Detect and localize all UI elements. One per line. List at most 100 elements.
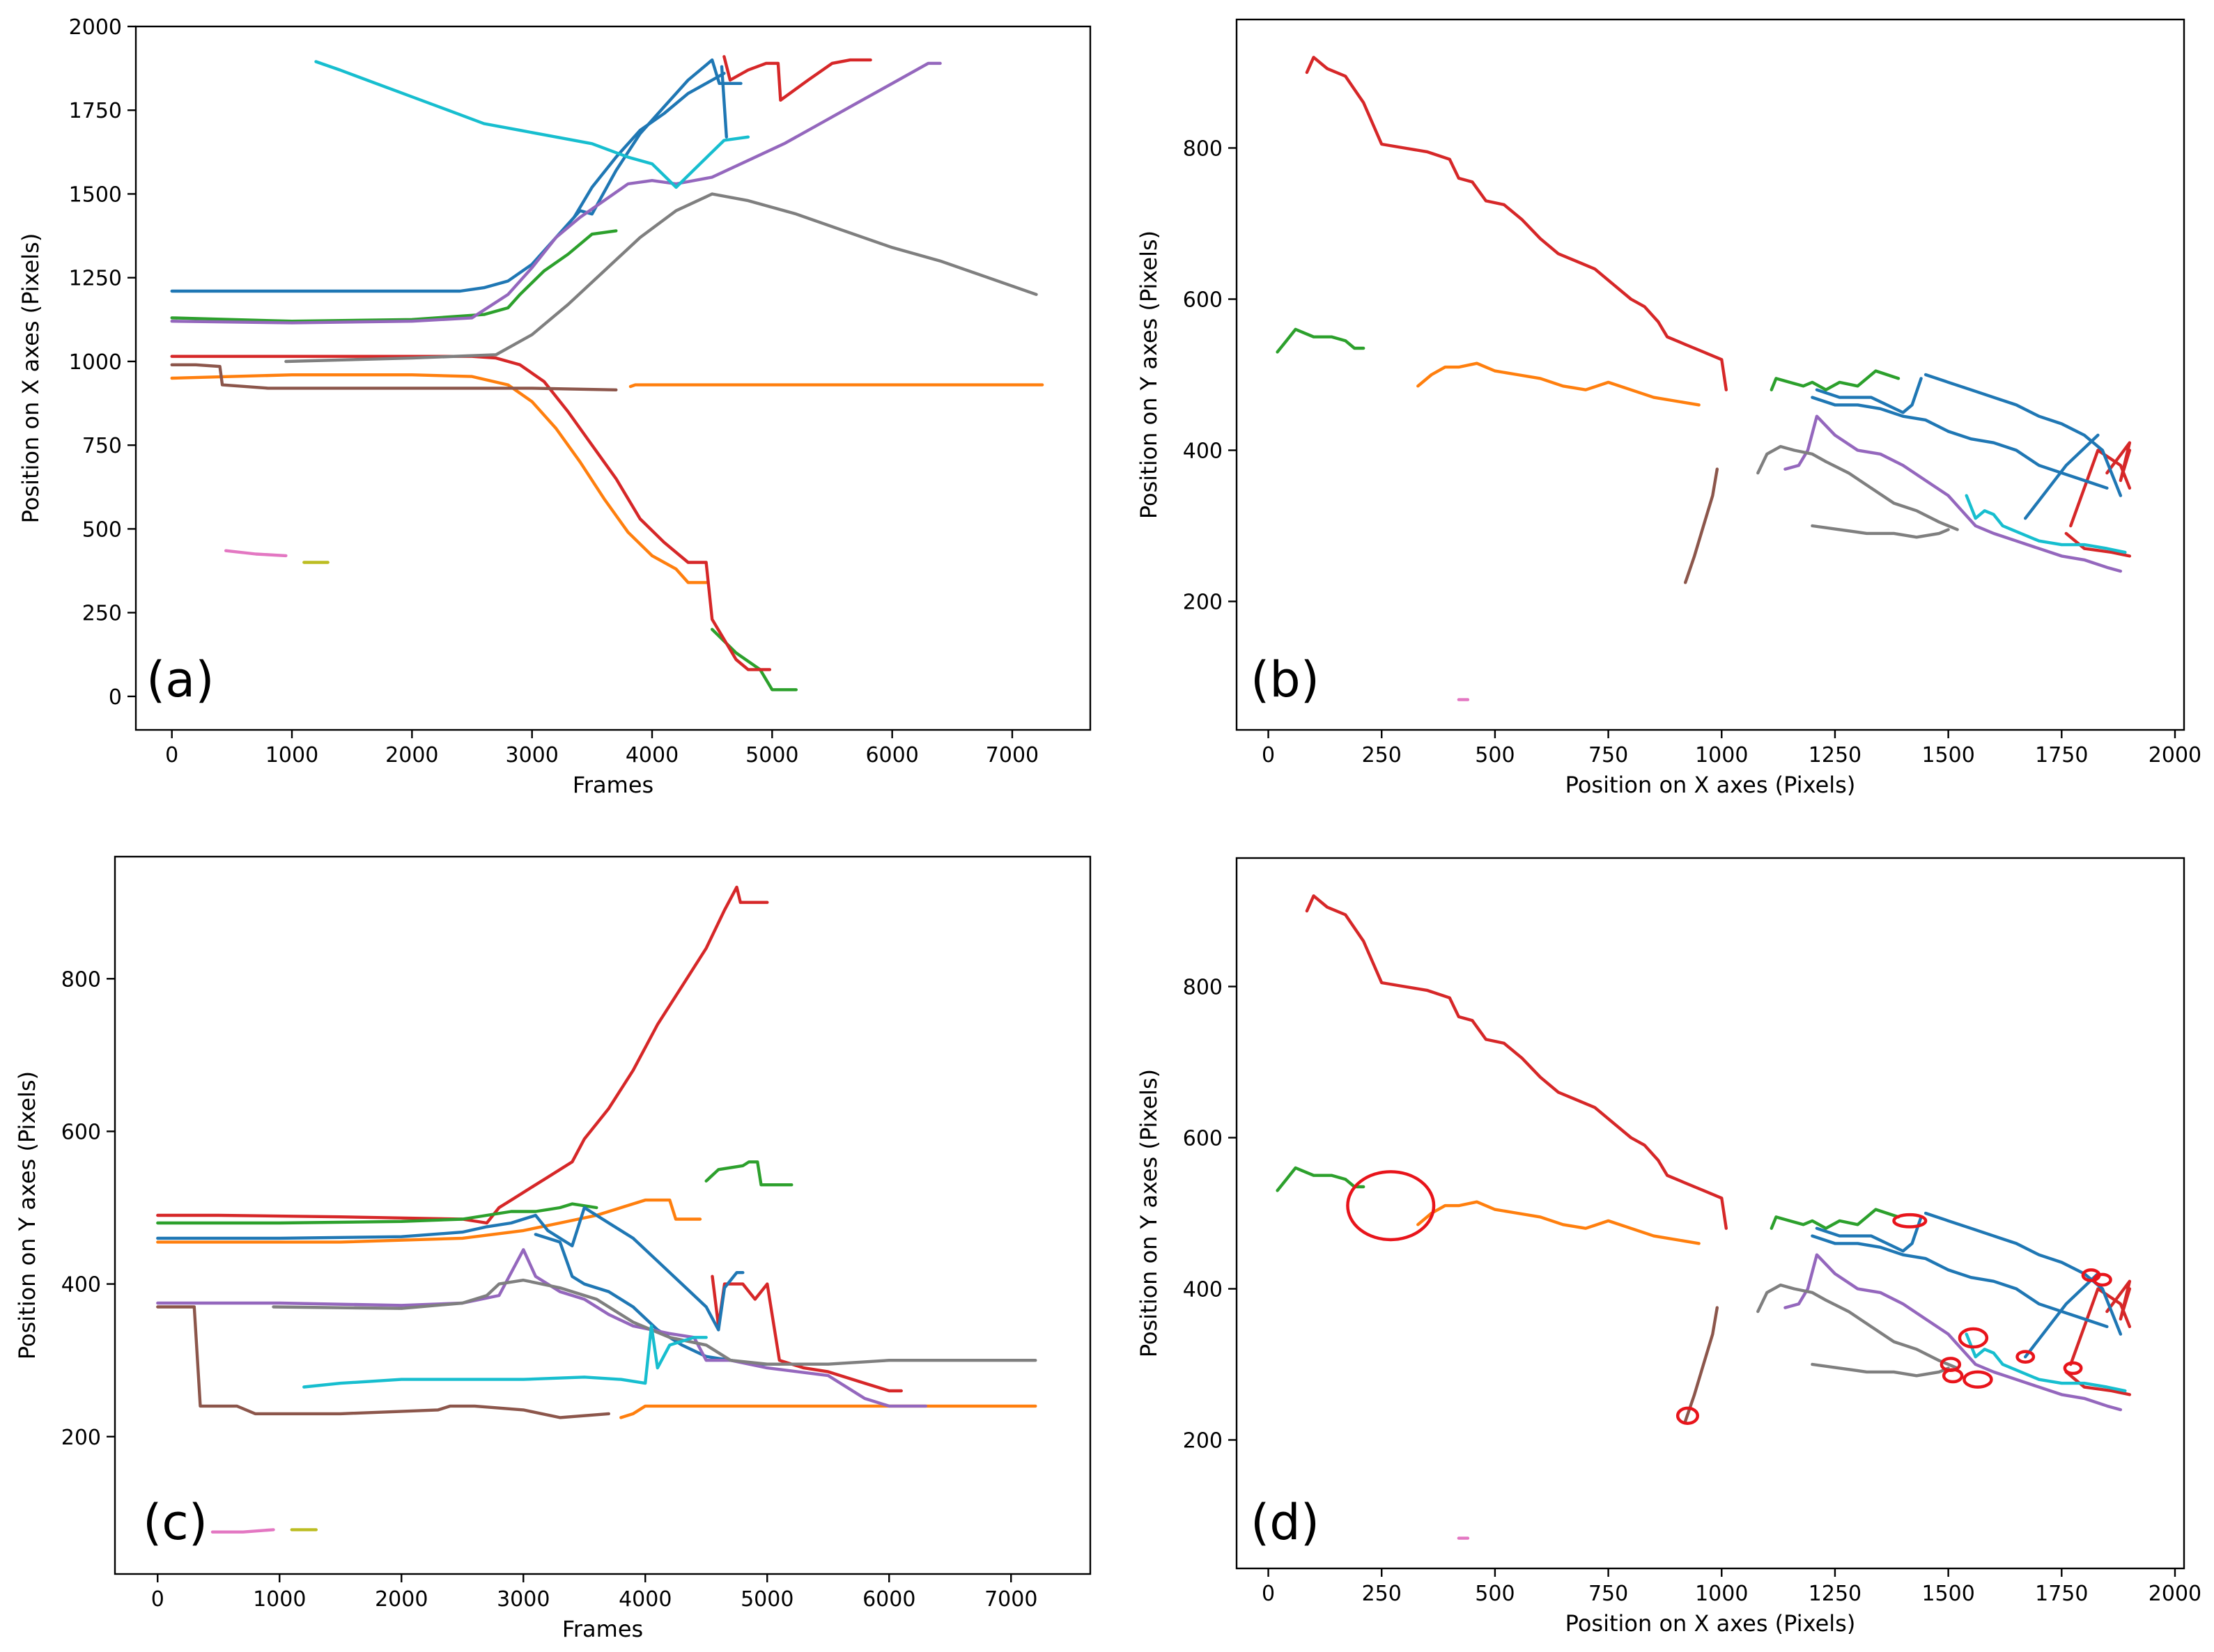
series-line-blue-4: [2024, 1272, 2100, 1359]
y-tick-label: 800: [1183, 137, 1223, 161]
series-line-gray: [1756, 444, 1959, 531]
x-tick-label: 7000: [986, 743, 1039, 767]
series-group: [1276, 894, 2132, 1540]
x-tick-label: 0: [1262, 1582, 1275, 1606]
highlight-ellipse-9: [2063, 1361, 2083, 1376]
x-tick-label: 6000: [862, 1587, 915, 1612]
y-tick-label: 200: [1183, 591, 1223, 615]
x-tick-label: 0: [151, 1587, 164, 1612]
x-tick-label: 2000: [2149, 743, 2201, 767]
series-line-red-3: [2064, 531, 2132, 558]
y-axis-label: Position on Y axes (Pixels): [1136, 231, 1162, 519]
y-axis-label: Position on Y axes (Pixels): [14, 1071, 40, 1359]
series-line-green: [170, 229, 618, 323]
series-line-red-4: [2105, 1279, 2132, 1321]
series-group: [170, 55, 1044, 692]
panel-label: (c): [143, 1494, 208, 1551]
series-line-cyan: [1965, 1332, 2127, 1393]
series-line-blue-3: [1815, 377, 1923, 414]
highlight-ellipse-7: [1963, 1370, 1993, 1389]
x-tick-label: 1000: [1695, 1582, 1748, 1606]
x-axis-label: Frames: [562, 1616, 643, 1642]
y-tick-label: 250: [82, 602, 122, 626]
series-line-green: [1276, 1166, 1365, 1192]
x-tick-label: 7000: [984, 1587, 1037, 1612]
y-tick-label: 750: [82, 434, 122, 458]
x-axis-label: Frames: [573, 772, 653, 798]
series-line-blue: [1923, 1211, 2123, 1336]
y-tick-label: 400: [1183, 439, 1223, 464]
y-tick-label: 600: [61, 1120, 101, 1144]
series-line-orange-2: [619, 1404, 1037, 1419]
series-line-gray: [1756, 1283, 1959, 1370]
x-tick-label: 250: [1362, 743, 1402, 767]
series-line-orange: [1416, 361, 1701, 407]
y-tick-label: 1500: [69, 182, 122, 207]
x-tick-label: 1000: [265, 743, 318, 767]
x-tick-label: 0: [1262, 743, 1275, 767]
y-tick-label: 600: [1183, 1126, 1223, 1151]
series-line-green: [1276, 327, 1365, 354]
series-line-gray-2: [1811, 1362, 1950, 1378]
series-line-gray: [284, 192, 1038, 364]
y-tick-label: 0: [109, 685, 122, 710]
series-group: [156, 885, 1037, 1534]
plot-frame: [134, 25, 1092, 731]
panel-label: (d): [1251, 1494, 1319, 1551]
plot-frame: [1235, 857, 2185, 1570]
highlight-ellipse-1: [1346, 1170, 1436, 1242]
series-line-blue: [1923, 373, 2123, 497]
series-line-green-2: [1770, 369, 1901, 391]
y-tick-label: 200: [61, 1426, 101, 1450]
x-tick-label: 3000: [497, 1587, 550, 1612]
series-line-brown: [170, 363, 618, 391]
highlight-ellipse-8: [2015, 1350, 2036, 1364]
y-tick-label: 400: [61, 1273, 101, 1298]
y-axis-label: Position on Y axes (Pixels): [1136, 1069, 1162, 1357]
y-tick-label: 1000: [69, 350, 122, 375]
series-line-cyan: [302, 1324, 708, 1389]
series-line-green-2: [1770, 1208, 1901, 1230]
x-tick-label: 500: [1475, 743, 1515, 767]
series-line-purple: [170, 61, 942, 325]
panel-c: 0 1000 2000 3000 4000 5000 6000 7000 200 400 600 80…: [14, 855, 1092, 1642]
series-line-orange: [1416, 1200, 1701, 1245]
series-line-blue-2: [572, 72, 726, 219]
x-axis-label: Position on X axes (Pixels): [1565, 772, 1856, 798]
x-tick-label: 4000: [619, 1587, 672, 1612]
series-group: [1276, 56, 2132, 701]
x-tick-label: 0: [165, 743, 178, 767]
series-line-pink: [210, 1528, 275, 1534]
series-line-blue-2: [534, 1233, 781, 1366]
series-line-brown: [1684, 467, 1719, 584]
x-tick-label: 2000: [2149, 1582, 2201, 1606]
x-axis-label: Position on X axes (Pixels): [1565, 1610, 1856, 1637]
series-line-cyan: [1965, 494, 2127, 554]
panel-label: (b): [1251, 651, 1319, 708]
panel-d: 0 250 500 750 1000 1250 1500 1750 2000 200 400 600 8…: [1136, 857, 2201, 1637]
y-tick-label: 1250: [69, 267, 122, 291]
y-tick-label: 800: [61, 967, 101, 992]
series-line-blue-3: [1815, 1215, 1923, 1253]
series-line-red: [1305, 894, 1728, 1230]
series-line-blue-2: [1811, 396, 2109, 490]
y-tick-label: 400: [1183, 1278, 1223, 1302]
series-line-red: [156, 885, 769, 1225]
series-line-blue-4: [2024, 433, 2100, 520]
series-line-purple: [1783, 1253, 2123, 1412]
y-tick-label: 800: [1183, 975, 1223, 999]
series-line-purple: [1783, 414, 2123, 573]
x-tick-label: 1250: [1809, 1582, 1861, 1606]
y-tick-label: 200: [1183, 1429, 1223, 1454]
y-tick-label: 2000: [69, 15, 122, 40]
series-line-green: [156, 1202, 598, 1225]
series-line-orange-2: [628, 383, 1044, 389]
series-line-green-2: [704, 1160, 794, 1187]
series-line-brown: [1684, 1306, 1719, 1423]
series-line-orange: [170, 373, 708, 584]
x-tick-label: 250: [1362, 1582, 1402, 1606]
panel-label: (a): [146, 651, 215, 708]
x-tick-label: 5000: [745, 743, 798, 767]
series-line-red-4: [2105, 441, 2132, 483]
series-line-red-3: [2064, 1370, 2132, 1396]
